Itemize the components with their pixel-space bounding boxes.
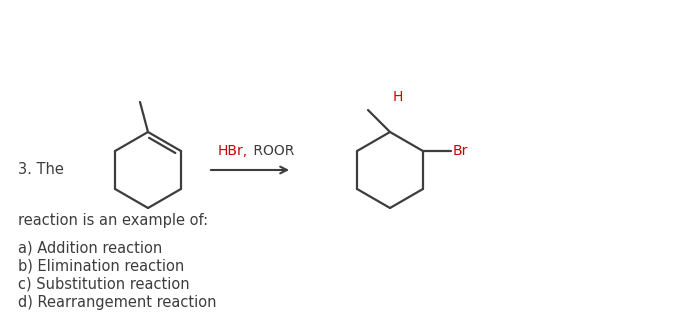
Text: b) Elimination reaction: b) Elimination reaction xyxy=(18,259,184,273)
Text: reaction is an example of:: reaction is an example of: xyxy=(18,212,208,227)
Text: c) Substitution reaction: c) Substitution reaction xyxy=(18,276,189,292)
Text: ROOR: ROOR xyxy=(249,144,294,158)
Text: 3. The: 3. The xyxy=(18,162,64,177)
Text: d) Rearrangement reaction: d) Rearrangement reaction xyxy=(18,294,216,309)
Text: H: H xyxy=(393,90,403,104)
Text: HBr,: HBr, xyxy=(218,144,248,158)
Text: a) Addition reaction: a) Addition reaction xyxy=(18,240,162,255)
Text: Br: Br xyxy=(453,144,468,158)
